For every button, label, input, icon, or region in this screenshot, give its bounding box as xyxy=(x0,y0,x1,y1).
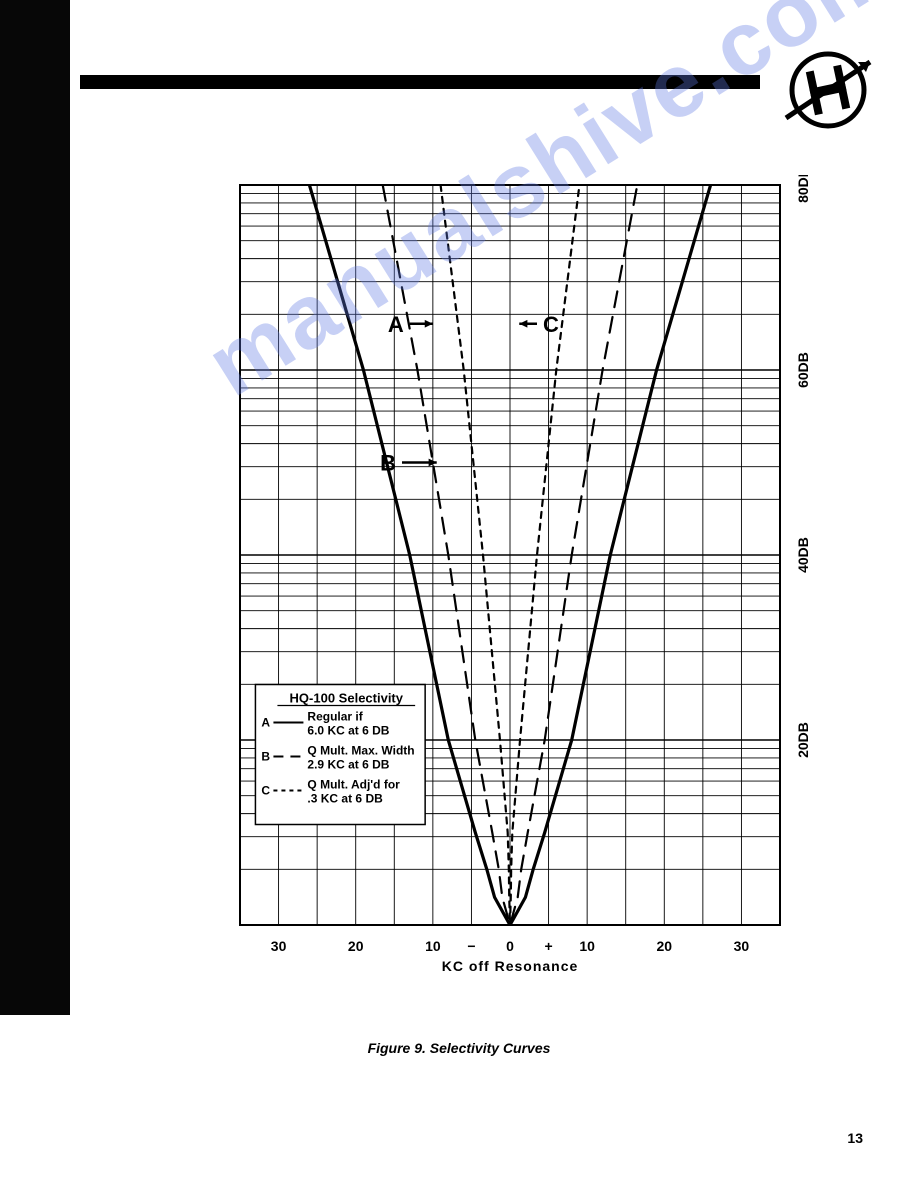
scan-edge-artifact xyxy=(0,0,70,1015)
svg-text:C: C xyxy=(261,784,270,798)
svg-text:0: 0 xyxy=(506,938,514,954)
svg-text:80DB: 80DB xyxy=(795,175,811,203)
svg-text:6.0 KC at 6 DB: 6.0 KC at 6 DB xyxy=(307,724,389,738)
svg-text:20DB: 20DB xyxy=(795,722,811,758)
svg-text:30: 30 xyxy=(271,938,287,954)
selectivity-chart: 3020100102030−+KC off Resonance20DB40DB6… xyxy=(225,175,825,935)
hammarlund-logo xyxy=(778,40,878,140)
svg-text:Regular if: Regular if xyxy=(307,710,363,724)
header-rule xyxy=(80,75,760,89)
svg-text:10: 10 xyxy=(579,938,595,954)
svg-text:2.9 KC at 6 DB: 2.9 KC at 6 DB xyxy=(307,758,389,772)
svg-text:C: C xyxy=(543,312,559,337)
svg-text:60DB: 60DB xyxy=(795,352,811,388)
svg-text:40DB: 40DB xyxy=(795,537,811,573)
figure-caption: Figure 9. Selectivity Curves xyxy=(0,1040,918,1056)
svg-text:HQ-100 Selectivity: HQ-100 Selectivity xyxy=(290,691,404,706)
svg-text:10: 10 xyxy=(425,938,441,954)
page-number: 13 xyxy=(847,1130,863,1146)
svg-text:B: B xyxy=(380,451,396,476)
svg-text:Q Mult. Adj'd for: Q Mult. Adj'd for xyxy=(307,778,400,792)
svg-text:B: B xyxy=(261,750,270,764)
svg-text:.3 KC at 6 DB: .3 KC at 6 DB xyxy=(307,792,383,806)
svg-text:A: A xyxy=(261,716,270,730)
svg-text:20: 20 xyxy=(348,938,364,954)
svg-text:+: + xyxy=(544,938,552,954)
svg-text:20: 20 xyxy=(656,938,672,954)
svg-text:−: − xyxy=(467,938,475,954)
svg-text:Q Mult. Max. Width: Q Mult. Max. Width xyxy=(307,744,414,758)
svg-text:KC off Resonance: KC off Resonance xyxy=(442,958,579,974)
svg-text:30: 30 xyxy=(734,938,750,954)
svg-text:A: A xyxy=(388,312,404,337)
